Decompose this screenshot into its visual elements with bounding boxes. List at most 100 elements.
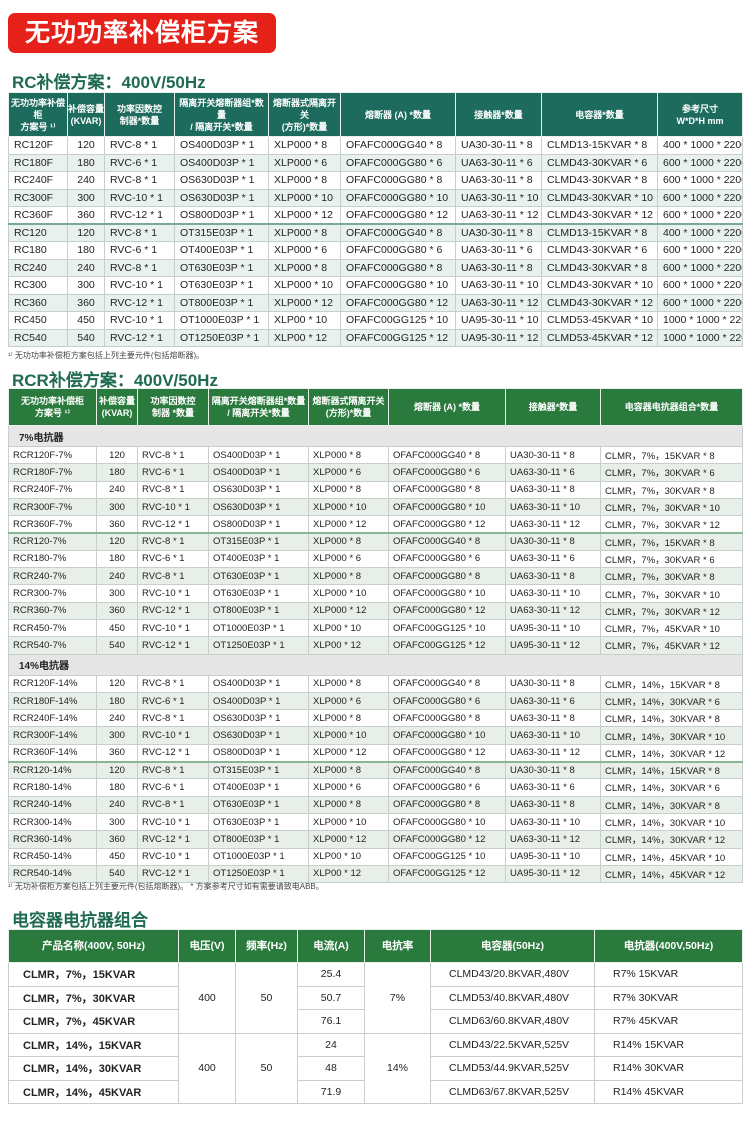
table-cell: 300	[67, 188, 105, 207]
table-cell: UA63-30-11 * 12	[505, 601, 601, 620]
table-cell: OFAFC000GG80 * 12	[340, 206, 456, 225]
table-cell: RCR180-14%	[8, 778, 97, 797]
table-cell: RVC-6 * 1	[137, 463, 209, 482]
reactor-cell: R7% 45KVAR	[594, 1009, 743, 1034]
table-row: CLMR，7%，30KVAR 50.7 CLMD53/40.8KVAR,480V R7…	[8, 985, 743, 1010]
table-cell: OFAFC000GG80 * 12	[388, 743, 506, 763]
reactor-cell: R14% 30KVAR	[594, 1056, 743, 1081]
table-cell: XLP000 * 6	[308, 691, 389, 711]
capacitor-cell: CLMD43/20.8KVAR,480V	[430, 962, 595, 987]
header-row: 产品名称(400V, 50Hz) 电压(V) 频率(Hz) 电流(A) 电抗率 电容器(5…	[8, 929, 743, 963]
table-cell: XLP000 * 8	[308, 567, 389, 586]
table-cell: OT800E03P * 1	[208, 830, 309, 849]
table-cell: RVC-8 * 1	[137, 795, 209, 814]
table-row: RCR360F-7% 360 RVC-12 * 1 OS800D03P * 1 XLP0…	[8, 515, 743, 534]
table-cell: CLMR，14%，30KVAR * 6	[600, 778, 743, 797]
table-row: RCR300F-14% 300 RVC-10 * 1 OS630D03P * 1 XLP…	[8, 726, 743, 745]
table-cell: RVC-8 * 1	[137, 567, 209, 586]
column-header: 补偿容量 (KVAR)	[96, 388, 138, 426]
table-cell: 120	[96, 760, 138, 780]
current-cell: 25.4	[297, 962, 365, 987]
table-cell: OFAFC000GG40 * 8	[340, 223, 456, 242]
page-title: 无功功率补偿柜方案	[8, 13, 276, 53]
table-cell: OT800E03P * 1	[174, 293, 269, 312]
table-cell: RCR240-7%	[8, 567, 97, 586]
table-cell: CLMD13-15KVAR * 8	[541, 136, 658, 155]
product-name: CLMR，14%，15KVAR	[8, 1032, 179, 1057]
table-cell: RVC-10 * 1	[137, 584, 209, 603]
combo-heading: 电容器电抗器组合	[12, 911, 148, 930]
capacitor-cell: CLMD53/40.8KVAR,480V	[430, 985, 595, 1010]
table-cell: XLP000 * 10	[308, 812, 389, 832]
table-cell: RC300	[8, 276, 68, 295]
table-cell: CLMR，7%，30KVAR * 6	[600, 549, 743, 569]
table-cell: XLP000 * 10	[268, 188, 341, 207]
table-cell: UA63-30-11 * 6	[505, 778, 601, 797]
table-cell: OT630E03P * 1	[208, 795, 309, 814]
table-cell: RC360F	[8, 206, 68, 225]
table-cell: RVC-8 * 1	[104, 171, 175, 190]
table-cell: OFAFC000GG80 * 12	[388, 830, 506, 849]
table-row: RCR180F-14% 180 RVC-6 * 1 OS400D03P * 1 XLP0…	[8, 691, 743, 711]
table-cell: 450	[96, 847, 138, 866]
table-cell: CLMR，7%，30KVAR * 8	[600, 567, 743, 586]
table-cell: 540	[96, 864, 138, 884]
table-cell: UA63-30-11 * 8	[505, 709, 601, 728]
table-cell: UA95-30-11 * 10	[505, 847, 601, 866]
table-cell: RCR300F-7%	[8, 497, 97, 517]
table-cell: CLMR，14%，15KVAR * 8	[600, 674, 743, 693]
table-cell: OT630E03P * 1	[208, 567, 309, 586]
reactor-cell: R7% 15KVAR	[594, 962, 743, 987]
table-cell: UA63-30-11 * 12	[455, 293, 542, 312]
table-cell: 180	[67, 153, 105, 172]
table-cell: XLP000 * 8	[308, 760, 389, 780]
table-cell: OFAFC00GG125 * 12	[388, 636, 506, 655]
table-cell: UA95-30-11 * 12	[455, 328, 542, 347]
table-row: RCR540-7% 540 RVC-12 * 1 OT1250E03P * 1 XLP0…	[8, 636, 743, 655]
capacitor-cell: CLMD43/22.5KVAR,525V	[430, 1032, 595, 1057]
table-cell: 180	[96, 463, 138, 482]
capacitor-cell: CLMD63/67.8KVAR,525V	[430, 1079, 595, 1104]
current-cell: 24	[297, 1032, 365, 1057]
table-cell: XLP000 * 8	[268, 136, 341, 155]
table-cell: RVC-6 * 1	[104, 153, 175, 172]
table-cell: 600 * 1000 * 2200	[657, 276, 743, 295]
table-row: RCR240F-7% 240 RVC-8 * 1 OS630D03P * 1 XLP00…	[8, 480, 743, 499]
table-cell: RVC-12 * 1	[104, 328, 175, 347]
table-cell: XLP00 * 10	[268, 311, 341, 330]
table-cell: UA63-30-11 * 12	[455, 206, 542, 225]
table-row: RCR240F-14% 240 RVC-8 * 1 OS630D03P * 1 XLP0…	[8, 709, 743, 728]
table-cell: CLMR，7%，30KVAR * 12	[600, 515, 743, 534]
table-cell: UA63-30-11 * 12	[505, 515, 601, 534]
table-cell: OT315E03P * 1	[208, 531, 309, 551]
table-cell: RVC-8 * 1	[104, 258, 175, 277]
column-header: 电容器电抗器组合*数量	[600, 388, 743, 426]
section-row: 7%电抗器	[8, 425, 743, 447]
table-cell: CLMR，14%，45KVAR * 12	[600, 864, 743, 884]
combo-table: 产品名称(400V, 50Hz) 电压(V) 频率(Hz) 电流(A) 电抗率 电容器(5…	[8, 929, 743, 1104]
table-cell: 240	[67, 171, 105, 190]
table-cell: OS400D03P * 1	[208, 691, 309, 711]
table-cell: OFAFC000GG80 * 6	[340, 241, 456, 260]
column-header: 无功功率补偿柜 方案号 ¹⁾	[8, 92, 68, 137]
table-cell: UA63-30-11 * 12	[505, 830, 601, 849]
table-cell: RVC-8 * 1	[104, 136, 175, 155]
table-cell: OS630D03P * 1	[208, 497, 309, 517]
table-cell: UA30-30-11 * 8	[455, 136, 542, 155]
table-cell: UA30-30-11 * 8	[505, 531, 601, 551]
table-cell: RCR180F-14%	[8, 691, 97, 711]
table-cell: XLP000 * 12	[268, 206, 341, 225]
table-cell: XLP000 * 8	[268, 171, 341, 190]
table-cell: OFAFC000GG80 * 12	[388, 515, 506, 534]
table-cell: CLMR，7%，30KVAR * 8	[600, 480, 743, 499]
table-cell: XLP000 * 10	[308, 584, 389, 603]
table-cell: RCR180F-7%	[8, 463, 97, 482]
table-cell: RVC-12 * 1	[137, 743, 209, 763]
table-cell: OT1000E03P * 1	[208, 847, 309, 866]
table-cell: RCR450-14%	[8, 847, 97, 866]
table-cell: XLP000 * 6	[308, 778, 389, 797]
table-cell: 180	[67, 241, 105, 260]
reactor-cell: R14% 45KVAR	[594, 1079, 743, 1104]
table-cell: RC360	[8, 293, 68, 312]
rc-footnote: ¹⁾ 无功功率补偿柜方案包括上列主要元件(包括熔断器)。	[8, 351, 205, 360]
